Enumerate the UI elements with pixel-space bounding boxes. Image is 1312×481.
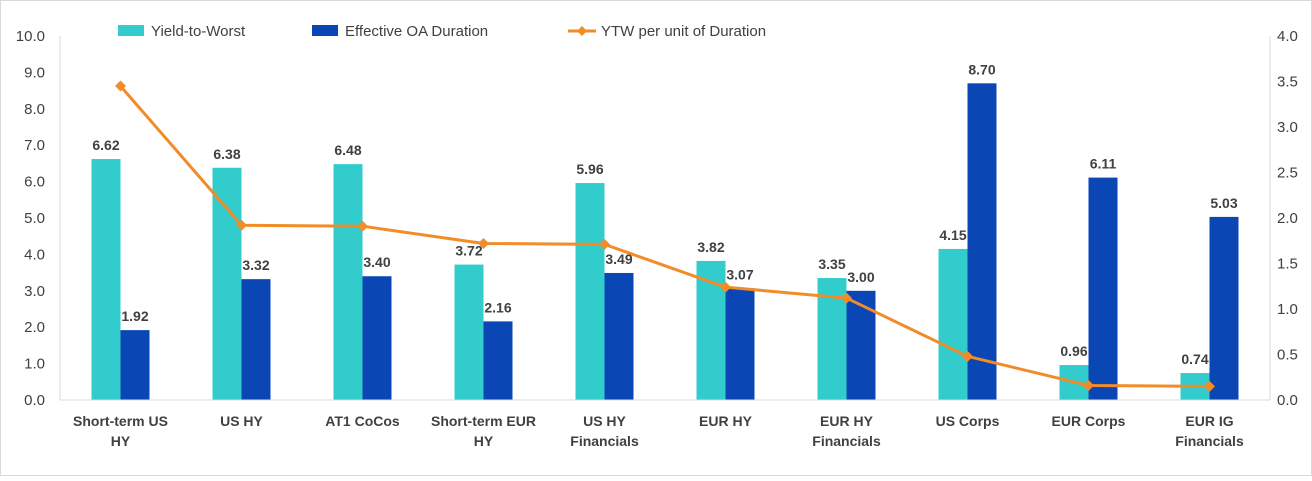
data-label-yield-to-worst: 3.72 [455,243,482,259]
data-label-effective-oa-duration: 3.40 [363,254,390,270]
line-series-group [115,80,1215,392]
category-label: US HY Financials [570,413,639,449]
line-point-ytw-per-unit-duration [599,238,610,250]
legend: Yield-to-Worst Effective OA Duration YTW p… [118,23,766,40]
line-point-ytw-per-unit-duration [1083,379,1094,391]
left-axis: 0.0 1.0 2.0 3.0 4.0 5.0 6.0 7.0 8.0 9.0 10.0 [16,28,61,409]
data-label-yield-to-worst: 5.96 [576,161,603,177]
left-axis-tick-label: 2.0 [24,319,45,336]
data-label-yield-to-worst: 0.96 [1060,343,1087,359]
left-axis-tick-label: 6.0 [24,174,45,191]
data-label-effective-oa-duration: 3.07 [726,266,753,282]
bar-effective-oa-duration [725,288,755,400]
right-axis-tick-label: 3.5 [1277,74,1298,91]
legend-item-ytw-per-unit-duration-label: YTW per unit of Duration [601,23,766,40]
category-label: EUR IG Financials [1175,413,1244,449]
left-axis-tick-label: 7.0 [24,137,45,154]
line-ytw-per-unit-duration [119,85,1210,388]
right-axis-tick-label: 4.0 [1277,28,1298,45]
left-axis-tick-label: 10.0 [16,28,45,45]
right-axis-tick-label: 0.0 [1277,392,1298,409]
data-label-effective-oa-duration: 3.49 [605,251,632,267]
category-label: Short-term EUR HY [431,413,536,449]
bar-effective-oa-duration [846,290,876,400]
legend-item-ytw-per-unit-duration-marker [577,26,587,36]
bar-effective-oa-duration [1209,216,1239,400]
left-axis-tick-label: 1.0 [24,356,45,373]
line-point-ytw-per-unit-duration [962,350,973,362]
legend-item-yield-to-worst-label: Yield-to-Worst [151,23,246,40]
data-label-effective-oa-duration: 5.03 [1210,195,1237,211]
category-label: AT1 CoCos [325,413,400,429]
right-axis: 0.0 0.5 1.0 1.5 2.0 2.5 3.0 3.5 4.0 [1269,28,1298,409]
category-label: Short-term US HY [73,413,168,449]
bar-effective-oa-duration [604,272,634,400]
line-point-ytw-per-unit-duration [1204,380,1215,392]
left-axis-tick-label: 0.0 [24,392,45,409]
right-axis-tick-label: 1.5 [1277,256,1298,273]
right-axis-tick-label: 1.0 [1277,301,1298,318]
right-axis-tick-label: 2.5 [1277,165,1298,182]
data-label-effective-oa-duration: 2.16 [484,299,511,315]
left-axis-tick-label: 3.0 [24,283,45,300]
category-label: EUR HY Financials [812,413,881,449]
left-axis-tick-label: 8.0 [24,101,45,118]
line-point-ytw-per-unit-duration [841,292,852,304]
legend-item-effective-oa-duration-label: Effective OA Duration [345,23,488,40]
category-label: US HY [220,413,263,429]
right-axis-tick-label: 0.5 [1277,347,1298,364]
data-labels-group: 6.62 1.92 6.38 3.32 6.48 3.40 3.72 2.16 5.96 3.49… [92,61,1237,367]
category-label: US Corps [936,413,1000,429]
bar-yield-to-worst [454,264,484,400]
bar-yield-to-worst [575,183,605,400]
category-label: EUR HY [699,413,753,429]
bar-yield-to-worst [91,159,121,400]
data-label-yield-to-worst: 4.15 [939,227,966,243]
legend-item-yield-to-worst-swatch [118,25,144,36]
category-label: EUR Corps [1052,413,1126,429]
bar-effective-oa-duration [483,321,513,400]
data-label-yield-to-worst: 3.35 [818,256,845,272]
bar-yield-to-worst [333,164,363,400]
data-label-yield-to-worst: 6.62 [92,137,119,153]
line-point-ytw-per-unit-duration [720,281,731,293]
bar-effective-oa-duration [967,83,997,400]
left-axis-tick-label: 4.0 [24,246,45,263]
legend-item-effective-oa-duration-swatch [312,25,338,36]
category-axis: Short-term US HY US HY AT1 CoCos Short-term … [60,399,1270,449]
bar-effective-oa-duration [1088,177,1118,400]
bar-yield-to-worst [212,167,242,400]
line-point-ytw-per-unit-duration [236,219,247,231]
right-axis-tick-label: 2.0 [1277,210,1298,227]
data-label-effective-oa-duration: 3.00 [847,269,874,285]
data-label-effective-oa-duration: 6.11 [1090,156,1117,172]
data-label-yield-to-worst: 6.48 [334,142,361,158]
left-axis-tick-label: 5.0 [24,210,45,227]
left-axis-tick-label: 9.0 [24,64,45,81]
line-point-ytw-per-unit-duration [357,220,368,232]
bar-effective-oa-duration [241,279,271,400]
right-axis-tick-label: 3.0 [1277,119,1298,136]
bar-yield-to-worst [938,248,968,400]
data-label-yield-to-worst: 0.74 [1181,351,1208,367]
data-label-effective-oa-duration: 1.92 [121,308,148,324]
line-point-ytw-per-unit-duration [115,80,126,92]
line-point-ytw-per-unit-duration [478,237,489,249]
data-label-effective-oa-duration: 3.32 [242,257,269,273]
data-label-effective-oa-duration: 8.70 [968,61,995,77]
bar-effective-oa-duration [120,330,150,400]
data-label-yield-to-worst: 3.82 [697,239,724,255]
bar-effective-oa-duration [362,276,392,400]
data-label-yield-to-worst: 6.38 [213,146,240,162]
